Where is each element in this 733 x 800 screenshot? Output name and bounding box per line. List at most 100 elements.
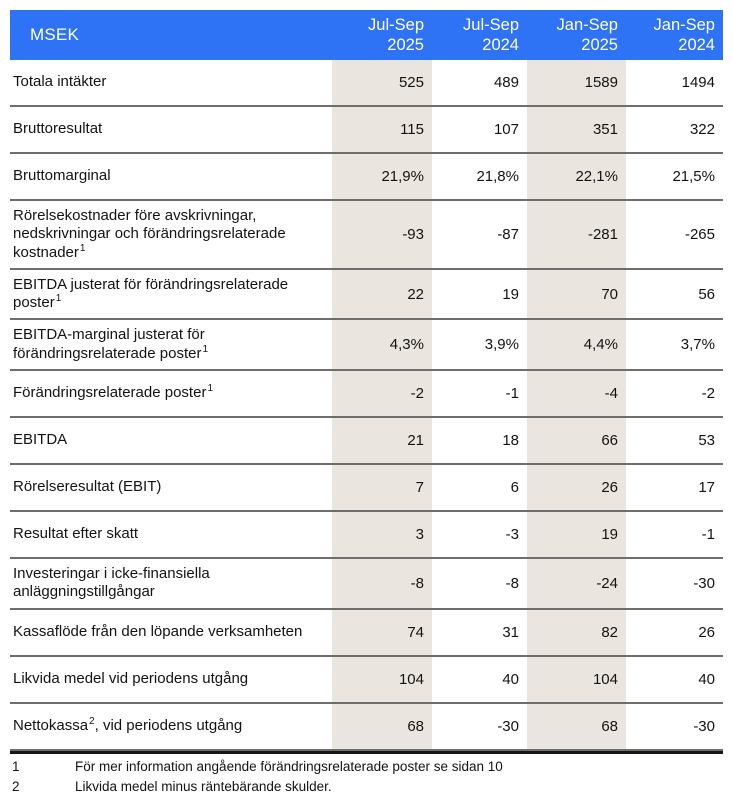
metric-value: -30 <box>693 574 715 592</box>
table-header-row: MSEK Jul-Sep 2025 Jul-Sep 2024 Jan-Sep 2… <box>10 10 723 60</box>
footnote-text: Likvida medel minus räntebärande skulder… <box>75 778 332 794</box>
table-row: Bruttomarginal 21,9% 21,8% 22,1% 21,5% <box>10 154 723 201</box>
metric-value: 104 <box>332 656 432 702</box>
metric-value: 1589 <box>527 60 626 105</box>
metric-label: Bruttoresultat <box>13 120 103 138</box>
metric-value: 6 <box>510 479 519 497</box>
table-row: Nettokassa2, vid periodens utgång 68 -30… <box>10 703 723 751</box>
metric-value: 26 <box>527 465 626 511</box>
header-period: Jan-Sep <box>556 15 618 34</box>
metric-value: -8 <box>332 559 432 608</box>
metric-value: 26 <box>698 623 715 641</box>
table-row: Kassaflöde från den löpande verksamheten… <box>10 609 723 657</box>
footnote-marker: 1 <box>12 758 20 774</box>
footnotes: 1 För mer information angående förändrin… <box>10 750 723 797</box>
metric-value: 22 <box>332 269 432 319</box>
metric-value: -1 <box>505 385 519 403</box>
metric-value: 1494 <box>681 74 715 91</box>
metric-value: 19 <box>502 285 519 303</box>
period-header-cells: Jul-Sep 2025 Jul-Sep 2024 Jan-Sep 2025 J… <box>332 10 723 60</box>
metric-value: 17 <box>698 479 715 497</box>
table-header-cell: Jan-Sep 2024 <box>626 10 723 60</box>
table-header-cell: Jul-Sep 2025 <box>332 10 432 60</box>
metric-value: -30 <box>497 717 519 735</box>
metric-value: -4 <box>527 371 626 417</box>
metric-value: 21,8% <box>476 168 519 185</box>
table-row: EBITDA justerat för förändringsrelaterad… <box>10 269 723 321</box>
metric-label: Rörelseresultat (EBIT) <box>13 478 162 496</box>
metric-value: 3,9% <box>484 336 519 354</box>
metric-value: 70 <box>527 269 626 319</box>
metric-label: Rörelsekostnader före avskrivningar, ned… <box>13 207 286 261</box>
metric-value: 22,1% <box>527 154 626 199</box>
metric-label: EBITDA-marginal justerat för förändrings… <box>13 326 209 362</box>
metric-value: 525 <box>332 60 432 105</box>
metric-value: 351 <box>527 107 626 152</box>
metric-label: Kassaflöde från den löpande verksamheten <box>13 623 303 641</box>
header-year: 2024 <box>482 36 519 54</box>
table-row: Rörelsekostnader före avskrivningar, ned… <box>10 201 723 270</box>
metric-value: 4,4% <box>527 320 626 370</box>
metric-value: -281 <box>527 201 626 268</box>
metric-value: 66 <box>527 418 626 464</box>
metric-label: Förändringsrelaterade poster1 <box>13 383 214 402</box>
header-period: Jan-Sep <box>653 15 715 34</box>
metric-value: 489 <box>493 74 519 91</box>
metric-value: 3,7% <box>680 336 715 354</box>
metric-value: 21,9% <box>332 154 432 199</box>
metric-value: 82 <box>527 609 626 655</box>
metric-label: Bruttomarginal <box>13 167 111 185</box>
metric-value: 107 <box>493 121 519 138</box>
metric-value: -87 <box>497 225 519 243</box>
metric-value: 31 <box>502 623 519 641</box>
metric-value: 74 <box>332 609 432 655</box>
metric-value: -2 <box>332 371 432 417</box>
footnote-list: 1 För mer information angående förändrin… <box>10 757 723 797</box>
metric-value: 322 <box>689 121 715 138</box>
header-period: Jul-Sep <box>463 15 519 34</box>
header-year: 2025 <box>387 36 424 54</box>
header-year: 2025 <box>581 36 618 54</box>
table-row: Förändringsrelaterade poster1 -2 -1 -4 -… <box>10 371 723 419</box>
table-row: Bruttoresultat 115 107 351 322 <box>10 107 723 154</box>
metric-value: -3 <box>505 526 519 544</box>
metric-value: 104 <box>527 656 626 702</box>
table-row: EBITDA 21 18 66 53 <box>10 418 723 466</box>
footnote: 1 För mer information angående förändrin… <box>10 757 723 777</box>
metric-value: 115 <box>332 107 432 152</box>
metric-value: 21,5% <box>672 168 715 185</box>
metric-value: -30 <box>693 717 715 735</box>
unit-label: MSEK <box>30 25 79 44</box>
metric-value: -93 <box>332 201 432 268</box>
metric-value: 18 <box>502 432 519 450</box>
metric-label: Investeringar i icke-finansiella anläggn… <box>13 565 210 601</box>
table-row: Likvida medel vid periodens utgång 104 4… <box>10 656 723 704</box>
metric-value: -1 <box>701 526 715 544</box>
metric-label: EBITDA <box>13 431 68 449</box>
table-row: Rörelseresultat (EBIT) 7 6 26 17 <box>10 465 723 513</box>
table-row: EBITDA-marginal justerat för förändrings… <box>10 320 723 372</box>
table-row: Resultat efter skatt 3 -3 19 -1 <box>10 512 723 560</box>
metric-value: 7 <box>332 465 432 511</box>
table-body: Totala intäkter 525 489 1589 1494 Brutto… <box>10 60 723 751</box>
header-year: 2024 <box>678 36 715 54</box>
metric-value: 21 <box>332 418 432 464</box>
unit-header-cell: MSEK <box>10 10 332 60</box>
metric-value: -8 <box>505 574 519 592</box>
metric-value: 40 <box>502 670 519 688</box>
metric-value: 68 <box>332 703 432 749</box>
key-figures-table: MSEK Jul-Sep 2025 Jul-Sep 2024 Jan-Sep 2… <box>10 10 723 797</box>
footnote-marker: 2 <box>12 778 20 794</box>
metric-label: Totala intäkter <box>13 73 107 91</box>
table-row: Investeringar i icke-finansiella anläggn… <box>10 559 723 610</box>
metric-value: 40 <box>698 670 715 688</box>
metric-value: -24 <box>527 559 626 608</box>
metric-value: 68 <box>527 703 626 749</box>
table-header-cell: Jul-Sep 2024 <box>432 10 527 60</box>
metric-value: 4,3% <box>332 320 432 370</box>
metric-value: -2 <box>701 385 715 403</box>
metric-label: Likvida medel vid periodens utgång <box>13 670 249 688</box>
footnote: 2 Likvida medel minus räntebärande skuld… <box>10 777 723 797</box>
metric-label: Nettokassa2, vid periodens utgång <box>13 716 243 735</box>
